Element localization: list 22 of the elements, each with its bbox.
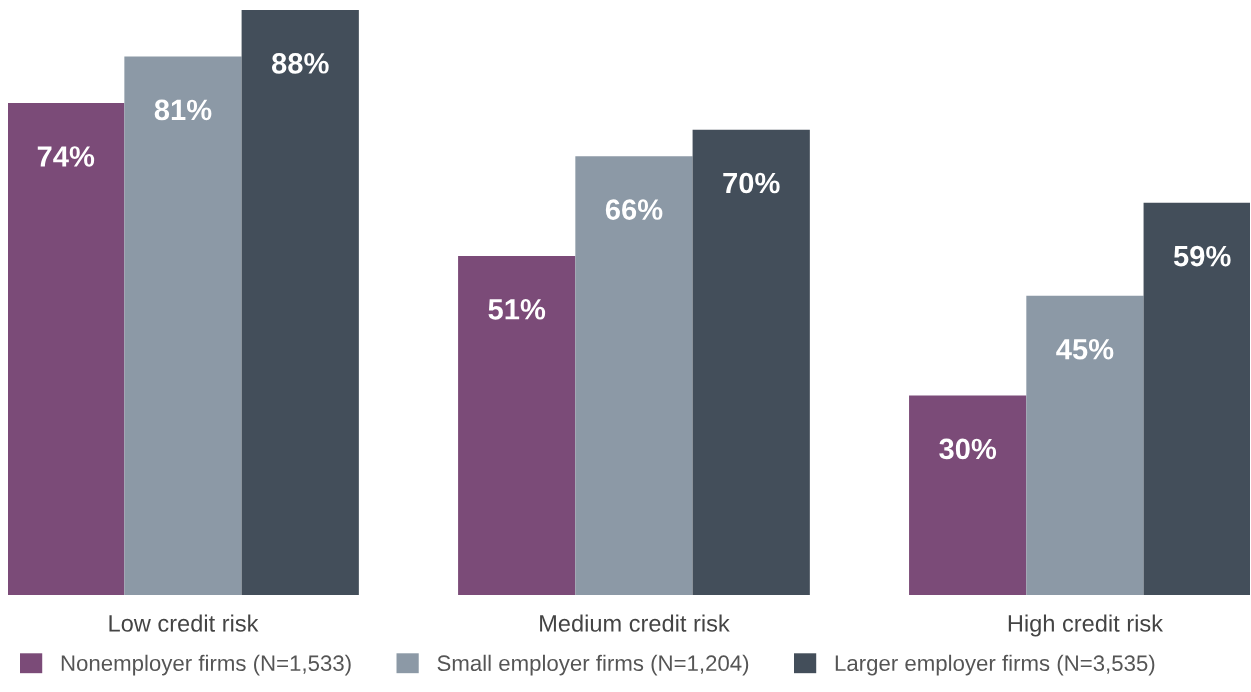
data-label: 70% bbox=[723, 172, 780, 194]
bar bbox=[8, 103, 125, 595]
legend-label: Small employer firms (N=1,204) bbox=[437, 654, 749, 676]
data-label: 74% bbox=[37, 146, 95, 167]
data-label: 30% bbox=[939, 438, 997, 460]
data-label: 51% bbox=[488, 299, 546, 320]
legend-label: Larger employer firms (N=3,535) bbox=[835, 654, 1155, 676]
data-label: 59% bbox=[1173, 245, 1231, 267]
x-tick-label: Medium credit risk bbox=[540, 614, 730, 632]
data-label: 45% bbox=[1056, 338, 1114, 360]
legend-label: Nonemployer firms (N=1,533) bbox=[61, 654, 351, 676]
bar bbox=[241, 10, 359, 595]
bar bbox=[458, 255, 576, 595]
bar bbox=[692, 129, 810, 595]
bar bbox=[575, 156, 693, 595]
data-label: 66% bbox=[605, 199, 663, 220]
x-tick-label: Low credit risk bbox=[109, 614, 259, 632]
bar bbox=[124, 56, 242, 595]
bar bbox=[909, 395, 1027, 595]
data-label: 81% bbox=[154, 99, 212, 121]
x-tick-label: High credit risk bbox=[1008, 614, 1164, 637]
data-label: 88% bbox=[271, 53, 329, 74]
